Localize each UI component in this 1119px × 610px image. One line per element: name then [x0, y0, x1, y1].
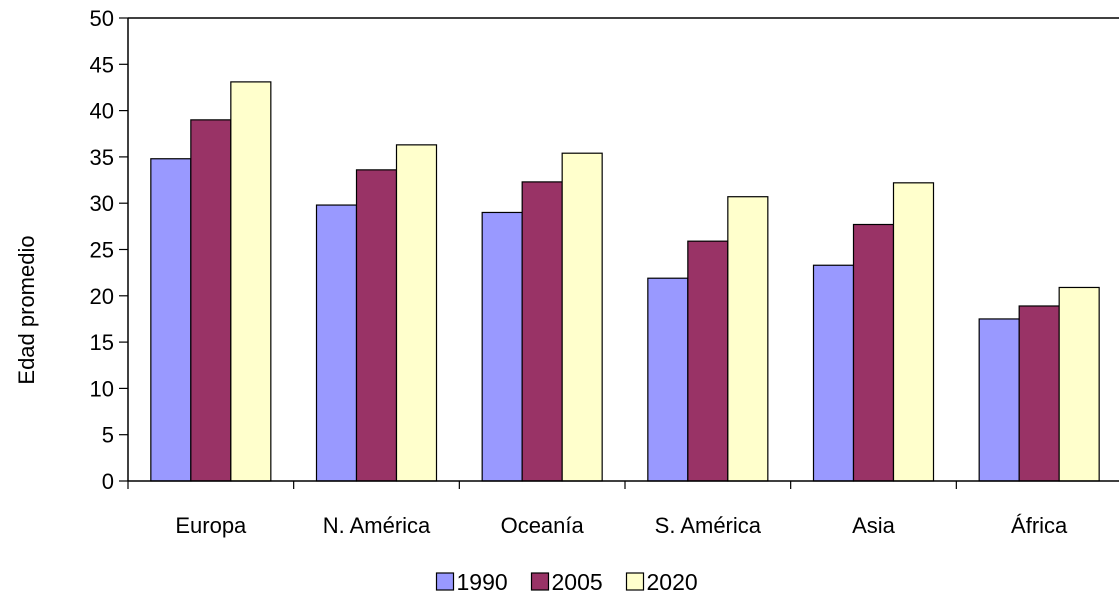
- bar-1990-0: [150, 158, 192, 482]
- bar-2020-3: [727, 196, 769, 482]
- y-tick-label: 10: [90, 376, 114, 401]
- y-tick-label: 20: [90, 284, 114, 309]
- y-tick-labels: 0 5 10 15 20 25 30 35 40 45 50: [90, 6, 114, 494]
- category-label: Europa: [175, 513, 247, 538]
- y-tick-label: 25: [90, 238, 114, 263]
- legend-swatch-2020: [625, 572, 645, 591]
- bar-2005-2: [521, 181, 563, 482]
- bar-1990-2: [481, 211, 523, 482]
- bar-2005-3: [687, 240, 729, 482]
- legend-swatch-1990: [435, 572, 455, 591]
- y-axis-title: Edad promedio: [14, 235, 39, 384]
- bar-2020-4: [892, 182, 935, 482]
- legend: 1990 2005 2020: [435, 569, 698, 595]
- bar-1990-4: [812, 264, 855, 482]
- legend-label: 2005: [552, 569, 603, 595]
- bars: [150, 81, 1100, 482]
- category-labels: Europa N. América Oceanía S. América Asia Áfr…: [175, 513, 1068, 538]
- y-tick-label: 15: [90, 330, 114, 355]
- legend-label: 2020: [647, 569, 698, 595]
- y-tick-label: 5: [102, 423, 114, 448]
- bar-2005-4: [852, 223, 895, 482]
- y-tick-label: 0: [102, 469, 114, 494]
- bar-2020-1: [395, 144, 438, 482]
- axes: [119, 17, 1119, 489]
- y-tick-label: 35: [90, 145, 114, 170]
- y-tick-label: 50: [90, 6, 114, 31]
- y-tick-label: 45: [90, 52, 114, 77]
- category-label: S. América: [655, 513, 762, 538]
- y-tick-label: 40: [90, 99, 114, 124]
- category-label: N. América: [323, 513, 431, 538]
- legend-swatch-2005: [530, 572, 550, 591]
- category-label: Asia: [852, 513, 896, 538]
- category-label: África: [1011, 513, 1068, 538]
- bar-1990-5: [978, 318, 1020, 482]
- bar-2005-0: [190, 119, 232, 482]
- bar-1990-1: [315, 204, 358, 482]
- bar-2020-5: [1058, 286, 1100, 482]
- bar-2005-1: [355, 169, 398, 482]
- bar-1990-3: [647, 277, 689, 482]
- bar-2005-5: [1018, 305, 1060, 482]
- legend-label: 1990: [457, 569, 508, 595]
- bar-2020-2: [561, 152, 603, 482]
- y-tick-label: 30: [90, 191, 114, 216]
- category-label: Oceanía: [501, 513, 585, 538]
- bar-2020-0: [230, 81, 272, 482]
